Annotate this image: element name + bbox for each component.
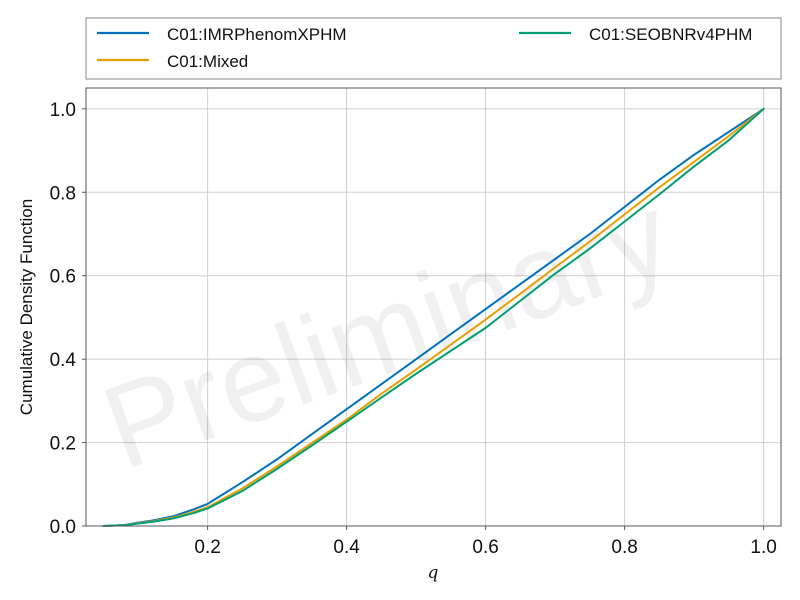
x-tick-label: 0.6 [472,537,498,558]
legend: C01:IMRPhenomXPHM C01:Mixed C01:SEOBNRv4… [85,17,782,80]
ticks: 0.2 0.4 0.6 0.8 1.0 0.0 0.2 0.4 0.6 0.8 1.0 [50,100,777,558]
legend-frame [85,17,782,80]
legend-label-imrphenomxphm: C01:IMRPhenomXPHM [167,25,347,44]
x-tick-label: 1.0 [750,537,776,558]
legend-label-seobnrv4phm: C01:SEOBNRv4PHM [589,25,752,44]
series-line-imrphenomxphm [102,107,765,527]
x-axis-label: q [428,563,439,583]
watermark-layer: Preliminary [87,169,687,495]
y-axis-label: Cumulative Density Function [17,199,36,415]
x-tick-label: 0.2 [194,537,220,558]
y-tick-label: 0.0 [50,517,76,538]
y-tick-label: 0.6 [50,267,76,288]
y-tick-label: 0.4 [50,350,77,371]
watermark-text: Preliminary [87,169,687,495]
y-tick-label: 0.8 [50,183,76,204]
x-tick-label: 0.4 [333,537,360,558]
series-line-seobnrv4phm [102,107,765,527]
y-tick-label: 1.0 [50,100,76,121]
x-tick-label: 0.8 [611,537,637,558]
legend-label-mixed: C01:Mixed [167,52,248,71]
series-layer [102,107,765,527]
plot-frame [85,87,782,527]
y-tick-label: 0.2 [50,434,76,455]
